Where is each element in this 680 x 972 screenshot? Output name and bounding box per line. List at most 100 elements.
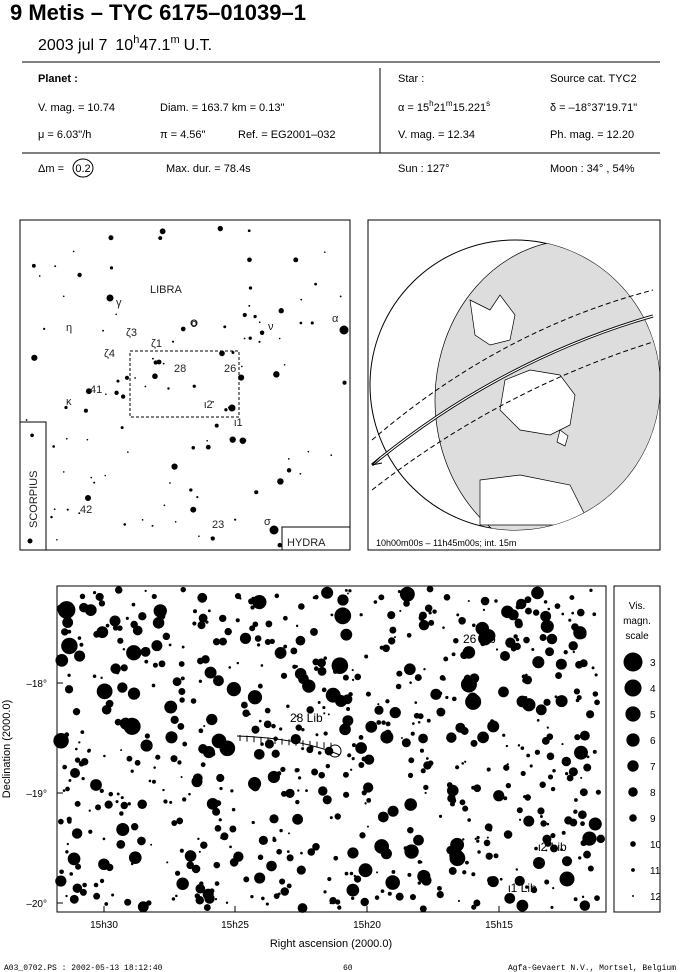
scale-title: magn. xyxy=(623,616,651,627)
star xyxy=(554,603,561,610)
star xyxy=(297,903,308,913)
star xyxy=(155,754,161,760)
star xyxy=(265,902,269,906)
star xyxy=(111,893,115,897)
star xyxy=(406,632,412,638)
star xyxy=(171,820,178,826)
star xyxy=(579,900,591,911)
star xyxy=(43,327,46,330)
star xyxy=(214,898,218,901)
star xyxy=(62,789,66,792)
star xyxy=(317,751,322,755)
star-label: α xyxy=(332,313,339,325)
star xyxy=(520,746,525,750)
star xyxy=(54,265,57,268)
star xyxy=(280,766,286,773)
star xyxy=(417,720,421,724)
star xyxy=(443,656,449,662)
star xyxy=(329,816,333,820)
star xyxy=(404,798,417,811)
star xyxy=(417,881,422,885)
star xyxy=(364,654,369,659)
star xyxy=(382,644,390,653)
star xyxy=(342,380,347,385)
footer-page: 60 xyxy=(343,964,353,972)
star xyxy=(203,904,211,912)
star xyxy=(346,883,360,897)
star xyxy=(323,890,327,894)
star xyxy=(573,688,580,695)
star xyxy=(532,609,540,616)
maxdur: Max. dur. = 78.4s xyxy=(166,163,251,175)
star xyxy=(343,791,350,798)
star xyxy=(539,814,543,818)
star xyxy=(518,818,522,821)
bright-star xyxy=(559,871,575,887)
star xyxy=(550,844,558,853)
star xyxy=(354,673,362,681)
star xyxy=(505,637,516,648)
star xyxy=(130,823,139,831)
star xyxy=(539,634,547,642)
star xyxy=(297,776,302,780)
star xyxy=(537,807,545,815)
scale-dot xyxy=(630,841,636,847)
star xyxy=(347,847,359,859)
star xyxy=(407,872,412,877)
star xyxy=(95,804,102,811)
star xyxy=(393,636,396,639)
star xyxy=(120,749,123,752)
x-tick-label: 15h20 xyxy=(353,920,381,931)
star xyxy=(117,682,128,693)
star xyxy=(273,893,280,900)
star xyxy=(428,611,432,615)
star xyxy=(395,892,404,901)
star xyxy=(144,589,147,592)
star xyxy=(267,770,280,784)
star xyxy=(572,650,575,654)
star xyxy=(171,463,178,470)
star xyxy=(523,795,527,799)
star xyxy=(116,792,120,796)
star xyxy=(120,801,128,810)
star xyxy=(455,765,460,770)
star xyxy=(176,817,184,825)
star xyxy=(410,731,415,736)
star xyxy=(469,673,480,684)
star xyxy=(243,337,246,340)
star xyxy=(568,641,578,651)
star xyxy=(417,869,431,883)
scale-label: 3 xyxy=(650,658,656,669)
star xyxy=(574,745,588,760)
star xyxy=(82,882,87,888)
star xyxy=(30,433,34,438)
hours: 10 xyxy=(115,37,133,54)
star xyxy=(506,763,509,766)
star xyxy=(171,340,175,343)
star xyxy=(260,742,264,746)
star xyxy=(105,863,114,872)
star xyxy=(333,855,339,861)
star xyxy=(573,809,578,814)
star xyxy=(62,471,65,473)
path-limit xyxy=(371,289,654,441)
star xyxy=(197,837,200,841)
star xyxy=(540,820,547,827)
star xyxy=(487,875,499,888)
star xyxy=(438,814,443,818)
star xyxy=(170,755,178,763)
star xyxy=(203,724,206,728)
star xyxy=(125,616,129,620)
star xyxy=(462,838,465,841)
star xyxy=(66,816,72,822)
star-source: Source cat. TYC2 xyxy=(550,73,637,85)
star xyxy=(93,630,101,638)
scale-label: 9 xyxy=(650,814,656,825)
star xyxy=(358,863,373,878)
star xyxy=(104,800,113,809)
star xyxy=(150,843,153,846)
star xyxy=(179,848,184,853)
star xyxy=(116,379,120,383)
star xyxy=(460,651,468,660)
star xyxy=(441,677,446,681)
